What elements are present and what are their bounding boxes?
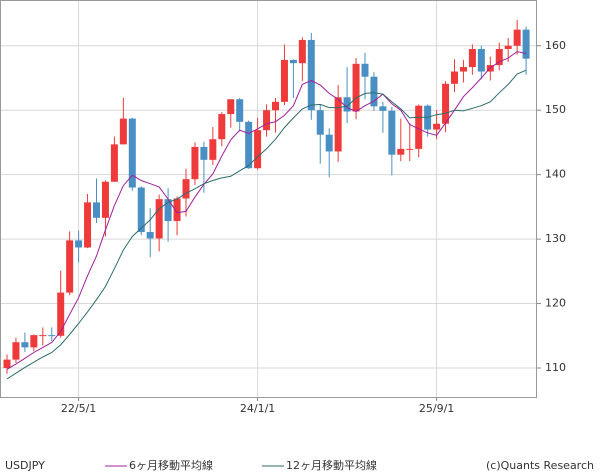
candle-body	[48, 335, 56, 337]
candle-body	[316, 110, 324, 135]
candle-body	[200, 146, 208, 160]
candle-body	[12, 342, 20, 360]
candle-body	[75, 240, 83, 248]
candle-body	[191, 146, 199, 180]
legend-label: 6ヶ月移動平均線	[129, 458, 213, 472]
legend-label: 12ヶ月移動平均線	[286, 458, 377, 472]
candle-body	[93, 202, 100, 218]
candle-body	[468, 48, 476, 68]
candle-body	[343, 97, 351, 112]
candle-body	[182, 179, 190, 199]
candle-body	[451, 71, 458, 84]
candle-body	[459, 67, 467, 72]
candle-body	[173, 198, 181, 222]
candle-body	[298, 39, 306, 64]
moving-average-line	[6, 69, 527, 380]
candle-body	[379, 106, 387, 111]
candle-body	[495, 48, 503, 66]
plot-frame	[0, 0, 537, 398]
candle-body	[361, 63, 369, 77]
candle-body	[334, 97, 342, 152]
candle-body	[137, 187, 145, 233]
y-tick-label: 120	[545, 297, 566, 310]
candle-body	[21, 342, 29, 348]
y-tick-label: 150	[545, 103, 566, 116]
y-tick-label: 110	[545, 361, 566, 374]
candle-body	[415, 105, 423, 149]
candle-body	[433, 123, 441, 130]
candle-body	[522, 29, 530, 59]
candle-body	[236, 99, 244, 122]
candle-body	[397, 148, 405, 155]
candle-body	[155, 199, 163, 239]
moving-average-line	[6, 51, 527, 370]
x-tick-label: 24/1/1	[240, 402, 275, 415]
candle-body	[209, 139, 217, 160]
candle-body	[513, 29, 521, 46]
candle-body	[280, 59, 288, 102]
candle-body	[504, 45, 512, 49]
y-tick-label: 140	[545, 168, 566, 181]
candle-body	[227, 99, 235, 115]
candle-body	[325, 134, 333, 152]
chart-title: USDJPY	[5, 459, 45, 472]
candle-body	[146, 232, 154, 239]
candle-body	[101, 181, 109, 218]
candle-body	[406, 148, 414, 150]
candle-body	[128, 118, 136, 188]
candle-body	[263, 110, 271, 131]
candle-body	[39, 335, 47, 337]
x-tick-label: 25/9/1	[419, 402, 454, 415]
candle-body	[388, 110, 396, 155]
candle-body	[30, 335, 38, 348]
candle-body	[272, 101, 279, 111]
x-tick-label: 22/5/1	[61, 402, 96, 415]
candle-body	[245, 121, 253, 169]
y-tick-label: 160	[545, 39, 566, 52]
candle-body	[3, 359, 11, 368]
candle-body	[477, 48, 485, 72]
candle-body	[352, 63, 360, 112]
candle-body	[218, 114, 226, 140]
candle-body	[57, 292, 65, 336]
candle-body	[164, 199, 172, 222]
candle-body	[119, 118, 127, 145]
credit: (c)Quants Research	[486, 459, 594, 472]
candle-body	[442, 83, 450, 124]
candle-body	[66, 240, 74, 293]
candle-body	[110, 144, 118, 182]
y-tick-label: 130	[545, 232, 566, 245]
candle-body	[254, 130, 262, 169]
candle-body	[307, 39, 315, 111]
candle-body	[370, 76, 378, 107]
candle-body	[289, 59, 297, 64]
candle-body	[84, 202, 92, 248]
